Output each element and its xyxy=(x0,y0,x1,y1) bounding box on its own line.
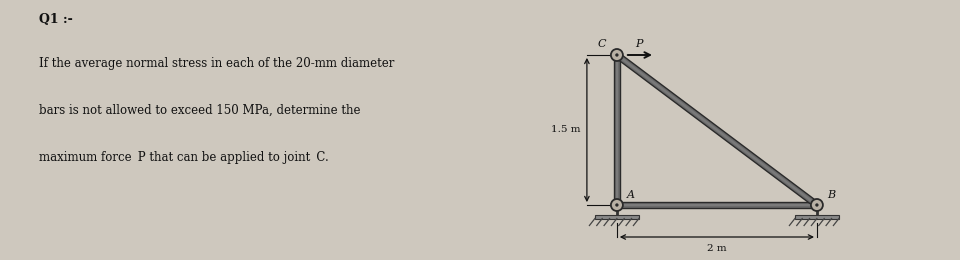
Text: maximum force  P that can be applied to joint  C.: maximum force P that can be applied to j… xyxy=(39,151,329,164)
Circle shape xyxy=(615,203,618,207)
Circle shape xyxy=(815,203,819,207)
Circle shape xyxy=(611,49,623,61)
Polygon shape xyxy=(616,55,618,205)
Polygon shape xyxy=(616,54,818,206)
Text: 2 m: 2 m xyxy=(708,244,727,253)
Polygon shape xyxy=(613,55,620,205)
Bar xyxy=(795,215,839,218)
Polygon shape xyxy=(617,202,817,208)
Text: B: B xyxy=(827,190,835,200)
Text: P: P xyxy=(635,39,642,49)
Circle shape xyxy=(811,199,823,211)
Text: Q1 :-: Q1 :- xyxy=(39,13,73,26)
Circle shape xyxy=(611,199,623,211)
Text: 1.5 m: 1.5 m xyxy=(551,126,581,134)
Text: If the average normal stress in each of the 20-mm diameter: If the average normal stress in each of … xyxy=(39,57,395,70)
Bar xyxy=(595,215,639,218)
Text: A: A xyxy=(627,190,635,200)
Polygon shape xyxy=(615,53,819,207)
Circle shape xyxy=(615,53,618,57)
Polygon shape xyxy=(617,204,817,206)
Text: C: C xyxy=(597,39,606,49)
Text: bars is not allowed to exceed 150 MPa, determine the: bars is not allowed to exceed 150 MPa, d… xyxy=(39,104,361,117)
